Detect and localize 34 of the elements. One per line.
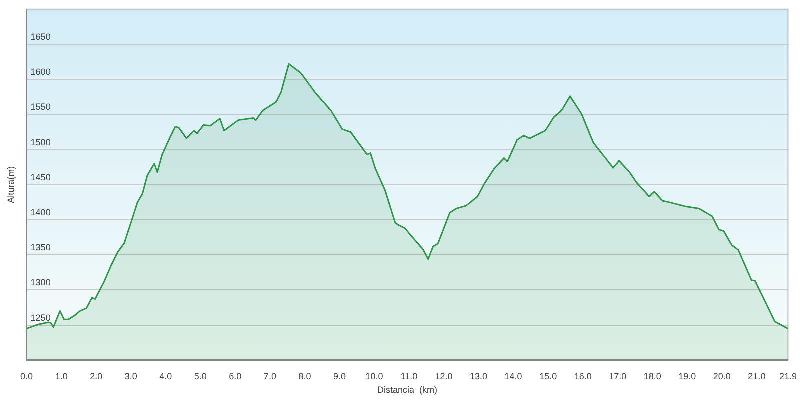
x-tick-label: 9.0	[333, 371, 346, 382]
y-tick-label: 1250	[30, 312, 51, 323]
y-tick-label: 1500	[30, 137, 51, 148]
x-tick-label: 6.0	[229, 371, 242, 382]
x-tick-label: 10.0	[366, 371, 384, 382]
y-tick-label: 1400	[30, 207, 51, 218]
x-axis-title: Distancia (km)	[378, 385, 438, 396]
x-tick-label: 14.0	[504, 371, 522, 382]
x-tick-label: 21.0	[748, 371, 766, 382]
x-tick-label: 18.0	[644, 371, 662, 382]
x-tick-label: 2.0	[90, 371, 103, 382]
x-tick-label: 15.0	[540, 371, 558, 382]
x-tick-label: 11.0	[400, 371, 418, 382]
y-tick-label: 1650	[30, 32, 51, 42]
x-tick-label: 12.0	[435, 371, 453, 382]
x-tick-label: 16.0	[574, 371, 592, 382]
y-tick-label: 1350	[30, 242, 51, 253]
y-axis-title: Altura(m)	[6, 166, 16, 204]
y-tick-label: 1300	[30, 278, 51, 288]
y-tick-label: 1600	[30, 67, 51, 78]
x-tick-label: 20.0	[713, 371, 731, 382]
x-tick-label: 13.0	[470, 371, 488, 382]
x-tick-label: 1.0	[55, 371, 68, 382]
x-tick-label: 5.0	[194, 371, 207, 382]
x-tick-label: 8.0	[298, 371, 312, 382]
x-tick-label: 21.9	[779, 371, 798, 382]
x-tick-label: 17.0	[609, 371, 627, 382]
x-tick-label: 4.0	[160, 371, 172, 382]
y-tick-label: 1450	[30, 172, 51, 182]
x-tick-label: 19.0	[678, 371, 696, 382]
x-tick-label: 3.0	[124, 371, 138, 382]
x-tick-label: 0.0	[20, 371, 34, 382]
y-tick-label: 1550	[30, 102, 51, 112]
x-tick-label: 7.0	[264, 371, 276, 382]
